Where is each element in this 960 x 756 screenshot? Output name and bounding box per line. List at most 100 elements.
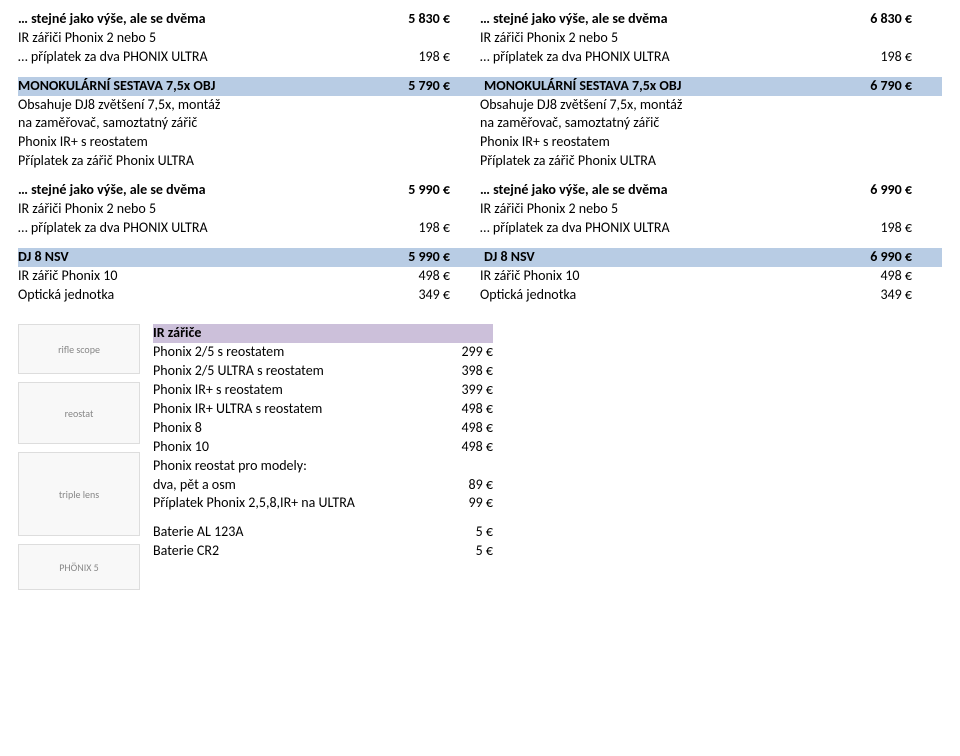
label: Baterie CR2: [153, 542, 433, 561]
block2: MONOKULÁRNÍ SESTAVA 7,5x OBJ 5 790 € Obs…: [18, 77, 942, 171]
block4-right: DJ 8 NSV 6 990 € IR zářič Phonix 10 498 …: [480, 248, 942, 305]
tube-image: PHÖNIX 5: [18, 544, 140, 590]
block4-left: DJ 8 NSV 5 990 € IR zářič Phonix 10 498 …: [18, 248, 480, 305]
row: IR zářiči Phonix 2 nebo 5: [480, 200, 942, 219]
label: Phonix reostat pro modely:: [153, 457, 433, 476]
label: Phonix IR+ s reostatem: [153, 381, 433, 400]
label: Optická jednotka: [18, 286, 370, 305]
price: 349 €: [370, 286, 450, 305]
label: Phonix IR+ s reostatem: [480, 133, 912, 152]
label: na zaměřovač, samoztatný zářič: [18, 114, 450, 133]
row: Optická jednotka 349 €: [18, 286, 480, 305]
label: … stejné jako výše, ale se dvěma: [18, 10, 370, 29]
row: … stejné jako výše, ale se dvěma 5 830 €: [18, 10, 480, 29]
price: 498 €: [433, 438, 493, 457]
block1: … stejné jako výše, ale se dvěma 5 830 €…: [18, 10, 942, 67]
ir-section: rifle scope reostat triple lens PHÖNIX 5…: [18, 324, 942, 598]
price: 6 990 €: [832, 181, 912, 200]
block2-right: MONOKULÁRNÍ SESTAVA 7,5x OBJ 6 790 € Obs…: [480, 77, 942, 171]
label: Phonix IR+ ULTRA s reostatem: [153, 400, 433, 419]
label: Phonix IR+ s reostatem: [18, 133, 450, 152]
block3: … stejné jako výše, ale se dvěma 5 990 €…: [18, 181, 942, 238]
row: … příplatek za dva PHONIX ULTRA 198 €: [480, 219, 942, 238]
label: MONOKULÁRNÍ SESTAVA 7,5x OBJ: [18, 77, 370, 96]
ir-row: Phonix IR+ ULTRA s reostatem498 €: [153, 400, 493, 419]
row: Obsahuje DJ8 zvětšení 7,5x, montáž: [18, 96, 480, 115]
section-header: DJ 8 NSV 6 990 €: [480, 248, 942, 267]
section-header: MONOKULÁRNÍ SESTAVA 7,5x OBJ 5 790 €: [18, 77, 480, 96]
price: 498 €: [832, 267, 912, 286]
block4: DJ 8 NSV 5 990 € IR zářič Phonix 10 498 …: [18, 248, 942, 305]
row: Příplatek za zářič Phonix ULTRA: [480, 152, 942, 171]
row: … příplatek za dva PHONIX ULTRA 198 €: [480, 48, 942, 67]
block3-left: … stejné jako výše, ale se dvěma 5 990 €…: [18, 181, 480, 238]
row: IR zářiči Phonix 2 nebo 5: [18, 29, 480, 48]
block1-left: … stejné jako výše, ale se dvěma 5 830 €…: [18, 10, 480, 67]
row: Příplatek za zářič Phonix ULTRA: [18, 152, 480, 171]
label: DJ 8 NSV: [18, 248, 370, 267]
row: Phonix IR+ s reostatem: [480, 133, 942, 152]
row: … stejné jako výše, ale se dvěma 5 990 €: [18, 181, 480, 200]
label: … stejné jako výše, ale se dvěma: [480, 181, 832, 200]
row: … stejné jako výše, ale se dvěma 6 990 €: [480, 181, 942, 200]
label: dva, pět a osm: [153, 476, 433, 495]
block3-right: … stejné jako výše, ale se dvěma 6 990 €…: [480, 181, 942, 238]
label: Optická jednotka: [480, 286, 832, 305]
price: 498 €: [433, 400, 493, 419]
price: 198 €: [832, 48, 912, 67]
lens-image: triple lens: [18, 452, 140, 536]
row: Phonix IR+ s reostatem: [18, 133, 480, 152]
label: Baterie AL 123A: [153, 523, 433, 542]
label: Phonix 8: [153, 419, 433, 438]
row: na zaměřovač, samoztatný zářič: [18, 114, 480, 133]
price: 5 990 €: [370, 181, 450, 200]
label: … příplatek za dva PHONIX ULTRA: [18, 48, 370, 67]
price: 5 €: [433, 542, 493, 561]
price: 89 €: [433, 476, 493, 495]
ir-header: IR zářiče: [153, 324, 493, 343]
price: 6 790 €: [832, 77, 912, 96]
label: MONOKULÁRNÍ SESTAVA 7,5x OBJ: [484, 77, 832, 96]
ir-row: Baterie CR25 €: [153, 542, 493, 561]
price: 498 €: [433, 419, 493, 438]
ir-row: Phonix 8498 €: [153, 419, 493, 438]
label: IR zářiči Phonix 2 nebo 5: [480, 200, 912, 219]
label: Obsahuje DJ8 zvětšení 7,5x, montáž: [18, 96, 450, 115]
price: 399 €: [433, 381, 493, 400]
label: … příplatek za dva PHONIX ULTRA: [480, 219, 832, 238]
label: IR zářiči Phonix 2 nebo 5: [18, 200, 450, 219]
label: Obsahuje DJ8 zvětšení 7,5x, montáž: [480, 96, 912, 115]
price: 99 €: [433, 494, 493, 513]
price: 198 €: [832, 219, 912, 238]
price: 5 790 €: [370, 77, 450, 96]
ir-row: dva, pět a osm89 €: [153, 476, 493, 495]
product-images: rifle scope reostat triple lens PHÖNIX 5: [18, 324, 143, 598]
label: IR zářiče: [153, 324, 493, 343]
price: 299 €: [433, 343, 493, 362]
label: Příplatek za zářič Phonix ULTRA: [480, 152, 912, 171]
ir-row: Phonix 10498 €: [153, 438, 493, 457]
label: … příplatek za dva PHONIX ULTRA: [18, 219, 370, 238]
price: 349 €: [832, 286, 912, 305]
price: 198 €: [370, 48, 450, 67]
row: Obsahuje DJ8 zvětšení 7,5x, montáž: [480, 96, 942, 115]
price: 398 €: [433, 362, 493, 381]
label: … stejné jako výše, ale se dvěma: [480, 10, 832, 29]
price: 5 990 €: [370, 248, 450, 267]
row: IR zářiči Phonix 2 nebo 5: [480, 29, 942, 48]
section-header: MONOKULÁRNÍ SESTAVA 7,5x OBJ 6 790 €: [480, 77, 942, 96]
knob-image: reostat: [18, 382, 140, 444]
label: IR zářiči Phonix 2 nebo 5: [18, 29, 450, 48]
price: [433, 457, 493, 476]
row: … příplatek za dva PHONIX ULTRA 198 €: [18, 48, 480, 67]
label: Phonix 2/5 s reostatem: [153, 343, 433, 362]
row: IR zářič Phonix 10 498 €: [480, 267, 942, 286]
label: … příplatek za dva PHONIX ULTRA: [480, 48, 832, 67]
label: Příplatek za zářič Phonix ULTRA: [18, 152, 450, 171]
ir-row: Phonix 2/5 s reostatem299 €: [153, 343, 493, 362]
price: 498 €: [370, 267, 450, 286]
ir-row: Příplatek Phonix 2,5,8,IR+ na ULTRA99 €: [153, 494, 493, 513]
price: 6 990 €: [832, 248, 912, 267]
block1-right: … stejné jako výše, ale se dvěma 6 830 €…: [480, 10, 942, 67]
ir-row: Phonix IR+ s reostatem399 €: [153, 381, 493, 400]
